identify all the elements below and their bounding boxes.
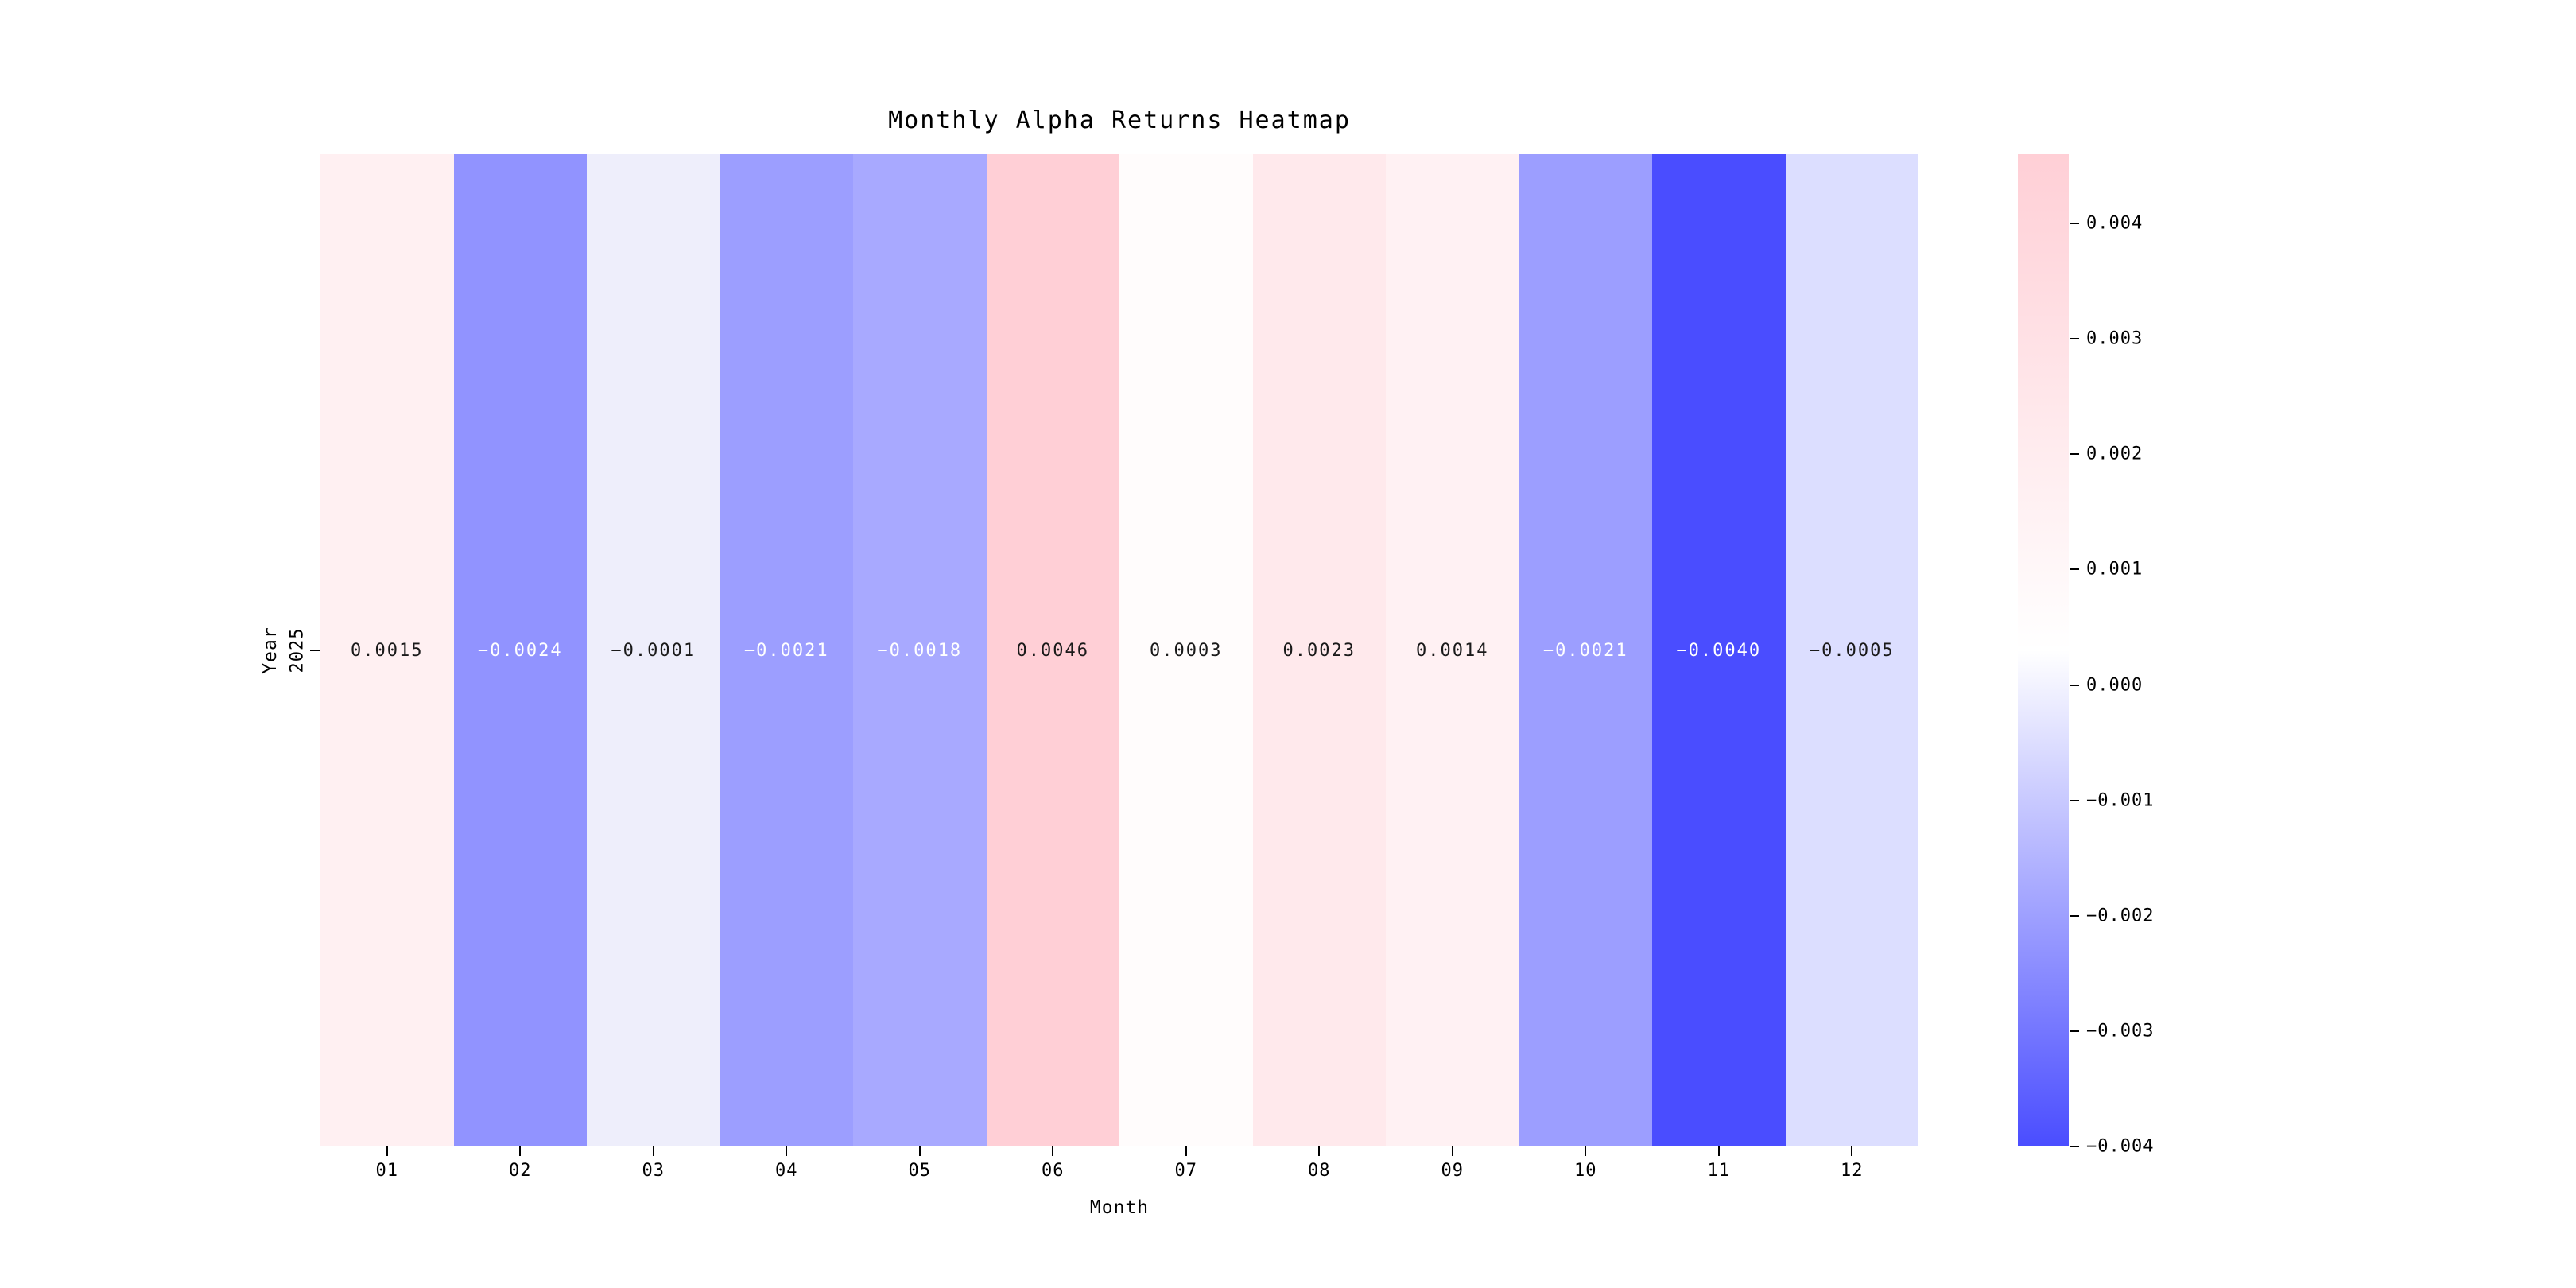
x-tick-mark xyxy=(786,1146,788,1156)
colorbar-tick-mark xyxy=(2070,684,2079,686)
heatmap-cell-value: 0.0015 xyxy=(351,640,424,661)
x-tick-label: 08 xyxy=(1308,1161,1331,1181)
heatmap-cell: −0.0005 xyxy=(1785,154,1918,1146)
heatmap-cell-value: −0.0021 xyxy=(743,640,829,661)
x-axis-label: Month xyxy=(1089,1197,1150,1218)
heatmap-cell-value: −0.0040 xyxy=(1676,640,1762,661)
heatmap-cell-value: 0.0014 xyxy=(1416,640,1489,661)
colorbar-tick-label: 0.003 xyxy=(2086,328,2143,349)
x-tick-mark xyxy=(1585,1146,1587,1156)
heatmap-cell: 0.0003 xyxy=(1119,154,1253,1146)
heatmap-cell: −0.0024 xyxy=(453,154,587,1146)
x-tick-label: 02 xyxy=(509,1161,532,1181)
colorbar-tick-mark xyxy=(2070,338,2079,340)
heatmap-cell: −0.0018 xyxy=(853,154,987,1146)
x-tick-mark xyxy=(1451,1146,1453,1156)
colorbar-tick-label: 0.000 xyxy=(2086,675,2143,696)
heatmap-cell-value: −0.0001 xyxy=(611,640,696,661)
heatmap-cell: 0.0014 xyxy=(1386,154,1519,1146)
colorbar-tick-label: −0.004 xyxy=(2086,1136,2155,1157)
colorbar-tick-mark xyxy=(2070,799,2079,801)
x-tick-label: 04 xyxy=(775,1161,798,1181)
heatmap-cell-value: −0.0005 xyxy=(1809,640,1895,661)
x-tick-label: 11 xyxy=(1707,1161,1730,1181)
x-tick-label: 03 xyxy=(642,1161,665,1181)
colorbar-tick-mark xyxy=(2070,1146,2079,1147)
heatmap-cell: 0.0023 xyxy=(1252,154,1386,1146)
x-tick-mark xyxy=(1052,1146,1054,1156)
colorbar-tick-mark xyxy=(2070,568,2079,571)
colorbar-tick-label: −0.002 xyxy=(2086,906,2155,926)
x-tick-label: 06 xyxy=(1042,1161,1065,1181)
colorbar-tick-mark xyxy=(2070,914,2079,917)
x-tick-label: 12 xyxy=(1841,1161,1864,1181)
x-tick-mark xyxy=(1318,1146,1321,1156)
chart-title: Monthly Alpha Returns Heatmap xyxy=(888,107,1351,134)
x-tick-label: 10 xyxy=(1574,1161,1597,1181)
y-axis-label: Year xyxy=(260,627,281,674)
x-tick-mark xyxy=(1185,1146,1187,1156)
x-tick-mark xyxy=(918,1146,921,1156)
heatmap-cell-value: −0.0018 xyxy=(877,640,963,661)
heatmap-cell: 0.0015 xyxy=(320,154,454,1146)
colorbar-tick-label: 0.002 xyxy=(2086,444,2143,464)
x-tick-mark xyxy=(519,1146,522,1156)
colorbar-tick-mark xyxy=(2070,1030,2079,1032)
colorbar-tick-label: −0.003 xyxy=(2086,1021,2155,1042)
x-tick-mark xyxy=(652,1146,654,1156)
heatmap-cell-value: 0.0023 xyxy=(1282,640,1356,661)
x-tick-label: 07 xyxy=(1174,1161,1197,1181)
y-tick-label-2025: 2025 xyxy=(287,627,308,673)
heatmap-cell-value: 0.0003 xyxy=(1150,640,1223,661)
x-tick-label: 01 xyxy=(375,1161,398,1181)
heatmap-grid: 0.0015 −0.0024 −0.0001 −0.0021 −0.0018 0.0046… xyxy=(320,154,1918,1146)
heatmap-cell-value: −0.0021 xyxy=(1542,640,1628,661)
colorbar xyxy=(2018,154,2069,1146)
colorbar-tick-label: 0.001 xyxy=(2086,559,2143,580)
heatmap-cell-value: −0.0024 xyxy=(477,640,563,661)
heatmap-cell: −0.0001 xyxy=(587,154,720,1146)
x-tick-mark xyxy=(386,1146,388,1156)
x-tick-label: 05 xyxy=(908,1161,931,1181)
x-tick-label: 09 xyxy=(1441,1161,1464,1181)
colorbar-tick-label: −0.001 xyxy=(2086,790,2155,811)
x-tick-mark xyxy=(1851,1146,1853,1156)
heatmap-cell: 0.0046 xyxy=(986,154,1119,1146)
colorbar-tick-mark xyxy=(2070,223,2079,225)
colorbar-tick-label: 0.004 xyxy=(2086,213,2143,234)
heatmap-cell: −0.0021 xyxy=(1519,154,1652,1146)
x-tick-mark xyxy=(1717,1146,1720,1156)
heatmap-cell: −0.0021 xyxy=(720,154,853,1146)
y-tick-mark xyxy=(310,650,320,651)
colorbar-tick-mark xyxy=(2070,453,2079,456)
heatmap-cell: −0.0040 xyxy=(1652,154,1786,1146)
heatmap-cell-value: 0.0046 xyxy=(1016,640,1089,661)
